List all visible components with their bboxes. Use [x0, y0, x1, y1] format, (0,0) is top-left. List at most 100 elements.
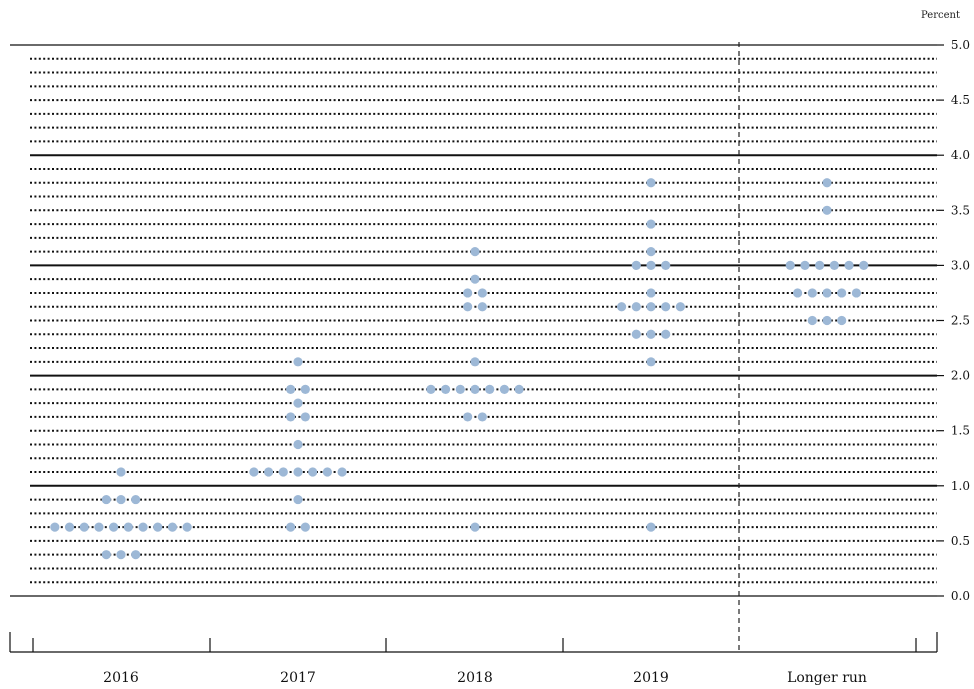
data-dot — [661, 302, 671, 312]
data-dot — [116, 550, 126, 560]
data-dot — [463, 288, 473, 298]
data-dot — [470, 357, 480, 367]
data-dot — [646, 329, 656, 339]
y-tick-label: 3.5 — [951, 203, 970, 217]
data-dot — [822, 178, 832, 188]
y-tick-label: 0.5 — [951, 534, 970, 548]
data-dot — [477, 412, 487, 422]
data-dot — [293, 439, 303, 450]
data-dot — [300, 384, 310, 394]
y-tick-label: 1.0 — [951, 479, 970, 493]
data-dot — [293, 357, 303, 367]
y-tick-label: 0.0 — [951, 589, 970, 603]
data-dot — [463, 302, 473, 312]
data-dot — [470, 522, 480, 532]
data-dot — [131, 550, 141, 560]
data-dot — [646, 247, 656, 257]
data-dot — [837, 315, 847, 326]
unit-label: Percent — [921, 10, 960, 21]
data-dot — [646, 178, 656, 188]
data-dot — [470, 384, 480, 394]
data-dot — [822, 288, 832, 298]
data-dot — [264, 467, 274, 477]
data-dot — [64, 522, 75, 532]
data-dot — [123, 522, 133, 532]
data-dot — [477, 288, 487, 298]
data-dot — [470, 247, 480, 257]
data-dot — [646, 288, 656, 298]
data-dot — [286, 384, 296, 394]
data-dot — [79, 522, 89, 532]
data-dot — [286, 522, 296, 532]
data-dot — [101, 494, 111, 505]
data-dot — [470, 274, 480, 284]
data-dot — [300, 412, 310, 422]
data-dots — [50, 178, 869, 560]
data-dot — [131, 494, 141, 505]
data-dot — [851, 288, 862, 298]
data-dot — [822, 205, 832, 215]
data-dot — [308, 467, 318, 477]
data-dot — [631, 260, 641, 270]
data-dot — [631, 302, 641, 312]
data-dot — [463, 412, 473, 422]
data-dot — [514, 384, 524, 394]
data-dot — [441, 384, 451, 394]
data-dot — [153, 522, 163, 532]
grid-lines — [10, 44, 937, 597]
data-dot — [646, 302, 656, 312]
data-dot — [815, 260, 825, 270]
data-dot — [477, 302, 487, 312]
y-tick-label: 4.0 — [951, 148, 970, 162]
y-tick-label: 2.5 — [951, 314, 970, 328]
data-dot — [485, 384, 495, 394]
data-dot — [322, 467, 332, 477]
x-category-label: 2017 — [280, 670, 316, 686]
x-category-label: 2018 — [457, 670, 493, 686]
data-dot — [829, 260, 839, 270]
x-category-label: 2019 — [633, 670, 669, 686]
data-dot — [109, 522, 119, 532]
x-axis: 2016 2017 2018 2019 Longer run — [9, 632, 938, 686]
data-dot — [249, 467, 259, 477]
data-dot — [837, 288, 847, 298]
data-dot — [286, 412, 296, 422]
y-tick-label: 4.5 — [951, 93, 970, 107]
data-dot — [646, 522, 656, 532]
data-dot — [182, 522, 192, 532]
data-dot — [807, 315, 817, 326]
data-dot — [617, 302, 627, 312]
data-dot — [94, 522, 104, 532]
y-tick-label: 5.0 — [951, 38, 970, 52]
data-dot — [800, 260, 810, 270]
data-dot — [455, 384, 465, 394]
data-dot — [293, 494, 303, 505]
data-dot — [807, 288, 817, 298]
data-dot — [278, 467, 288, 477]
y-tick-label: 3.0 — [951, 258, 970, 272]
data-dot — [646, 260, 656, 270]
x-category-label: Longer run — [787, 670, 867, 686]
data-dot — [50, 522, 60, 532]
data-dot — [661, 329, 671, 339]
data-dot — [661, 260, 671, 270]
data-dot — [167, 522, 178, 532]
data-dot — [822, 315, 832, 326]
y-tick-label: 1.5 — [951, 424, 970, 438]
data-dot — [300, 522, 310, 532]
data-dot — [859, 260, 869, 270]
data-dot — [646, 357, 656, 367]
data-dot — [785, 260, 795, 270]
data-dot — [426, 384, 436, 394]
data-dot — [675, 302, 686, 312]
data-dot — [793, 288, 803, 298]
data-dot — [293, 398, 303, 408]
data-dot — [116, 494, 126, 505]
data-dot — [337, 467, 347, 477]
data-dot — [116, 467, 126, 477]
y-axis-ticks: 0.0 0.5 1.0 1.5 2.0 2.5 3.0 3.5 4.0 4.5 5.0 — [937, 38, 970, 603]
data-dot — [844, 260, 854, 270]
y-tick-label: 2.0 — [951, 369, 970, 383]
x-category-label: 2016 — [103, 670, 139, 686]
